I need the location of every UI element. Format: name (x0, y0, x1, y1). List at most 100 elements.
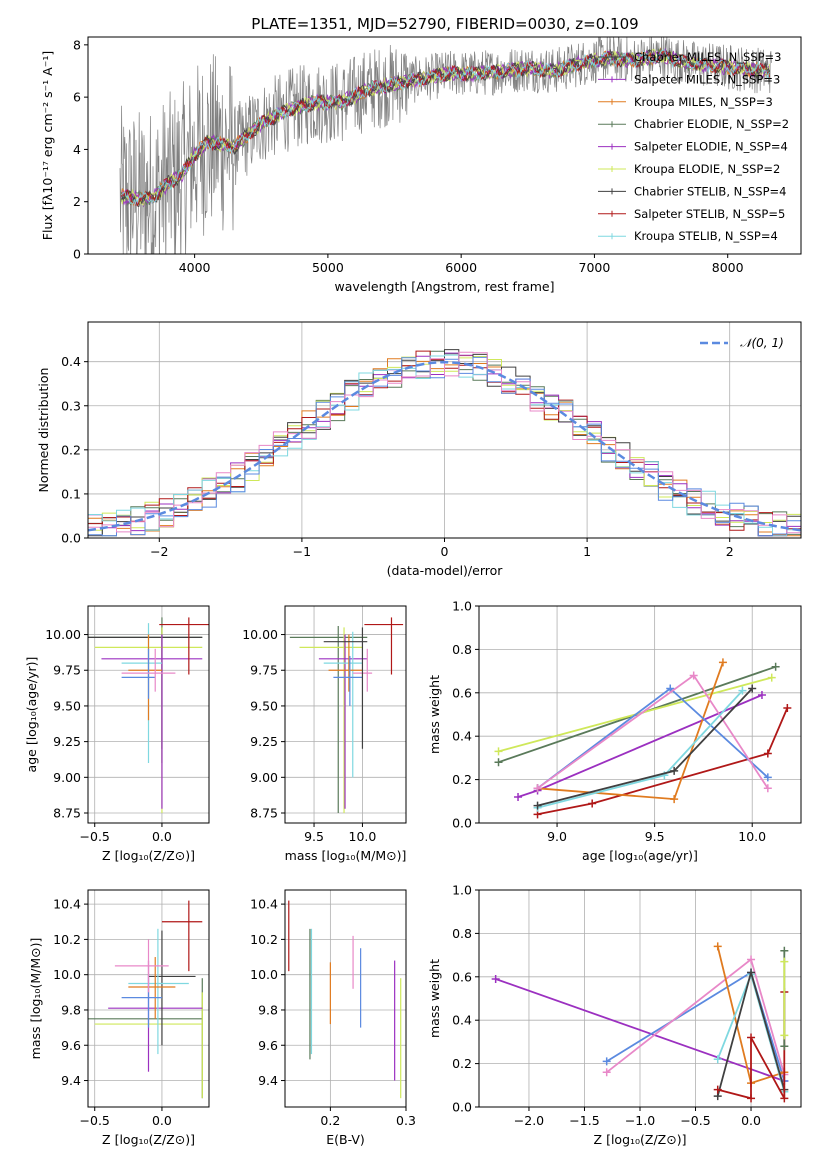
weight-marker (602, 1068, 611, 1077)
spectrum-panel: Chabrier MILES, N_SSP=3 Salpeter MILES, N… (40, 36, 802, 294)
weight-marker (602, 1057, 611, 1066)
x-tick-label: 10.0 (349, 829, 377, 844)
y-tick-label: 0.6 (452, 685, 472, 700)
weight-marker (771, 662, 780, 671)
age-vs-mass-panel: 9.5 10.0 8.75 9.00 9.25 9.50 9.75 10.00 mass [lo… (242, 605, 407, 863)
weight-marker (689, 671, 698, 680)
y-tick-label: 0.2 (61, 442, 81, 457)
weight-marker (670, 795, 679, 804)
y-tick-label: 0.2 (452, 772, 472, 787)
weight-line (495, 978, 785, 1082)
axes-frame (478, 605, 802, 824)
x-tick-label: 0.0 (152, 1113, 172, 1128)
legend-entry: Salpeter STELIB, N_SSP=5 (634, 207, 785, 221)
x-axis-label: Z [log₁₀(Z/Z⊙)] (102, 1132, 195, 1147)
y-axis-label: Normed distribution (36, 368, 51, 493)
weight-marker (780, 946, 789, 955)
plot-area (88, 617, 209, 814)
y-tick-label: 8.75 (250, 806, 278, 821)
x-tick-label: 9.0 (547, 829, 567, 844)
weight-line (536, 687, 769, 790)
x-tick-label: 2 (726, 544, 734, 559)
x-tick-label: −2 (150, 544, 168, 559)
x-tick-label: 9.5 (304, 829, 324, 844)
y-tick-label: 10.2 (53, 932, 81, 947)
x-tick-label: 0.3 (396, 1113, 416, 1128)
x-tick-label: 4000 (179, 260, 211, 275)
y-tick-label: 8 (73, 37, 81, 52)
weight-marker (780, 1094, 789, 1103)
mass-vs-extinction-panel: 0.2 0.3 9.4 9.6 9.8 10.0 10.2 10.4 E(B-V) (250, 889, 416, 1147)
y-tick-label: 0.1 (61, 486, 81, 501)
y-tick-label: 10.2 (250, 932, 278, 947)
x-axis-label: Z [log₁₀(Z/Z⊙)] (594, 1132, 687, 1147)
y-tick-label: 10.0 (53, 967, 81, 982)
x-tick-label: 10.0 (738, 829, 766, 844)
x-tick-label: −2.0 (514, 1113, 544, 1128)
residuals-panel: 𝒩(0, 1) −2 −1 0 1 2 0.0 0.1 0.2 0.3 0.4 (data-model… (36, 321, 802, 578)
weight-marker (713, 1085, 722, 1094)
weight-marker (783, 703, 792, 712)
weight-marker (666, 684, 675, 693)
x-axis-label: (data-model)/error (387, 563, 504, 578)
y-tick-label: 1.0 (452, 883, 472, 898)
weight-marker (494, 758, 503, 767)
y-tick-label: 0.8 (452, 642, 472, 657)
x-tick-label: 6000 (445, 260, 477, 275)
x-tick-label: 5000 (312, 260, 344, 275)
plot-area (491, 942, 789, 1103)
x-axis-label: E(B-V) (326, 1132, 365, 1147)
y-tick-label: 9.4 (61, 1073, 81, 1088)
y-tick-label: 9.6 (258, 1038, 278, 1053)
legend-entry: Salpeter ELODIE, N_SSP=4 (634, 140, 788, 154)
legend-entry: Kroupa ELODIE, N_SSP=2 (634, 162, 780, 176)
y-tick-label: 9.50 (53, 698, 81, 713)
plot-area (88, 900, 203, 1099)
y-tick-label: 10.4 (250, 897, 278, 912)
gaussian-curve (88, 360, 801, 532)
axes-frame (87, 36, 802, 255)
y-tick-label: 9.00 (53, 770, 81, 785)
y-tick-label: 9.75 (53, 663, 81, 678)
y-tick-label: 10.00 (242, 627, 278, 642)
y-tick-label: 9.75 (250, 663, 278, 678)
weight-marker (747, 955, 756, 964)
y-tick-label: 1.0 (452, 599, 472, 614)
weight-marker (533, 801, 542, 810)
x-tick-label: 0.0 (152, 829, 172, 844)
y-tick-label: 6 (73, 90, 81, 105)
model-spectrum (120, 50, 771, 207)
y-tick-label: 0.8 (452, 926, 472, 941)
x-tick-label: −0.5 (680, 1113, 710, 1128)
y-tick-label: 0.0 (452, 816, 472, 831)
y-tick-label: 9.50 (250, 698, 278, 713)
weight-vs-age-panel: 9.0 9.5 10.0 0.0 0.2 0.4 0.6 0.8 1.0 age [log₁₀(a… (427, 599, 802, 863)
y-axis-label: mass [log₁₀(M/M⊙)] (28, 938, 43, 1060)
legend: 𝒩(0, 1) (700, 336, 784, 350)
x-tick-label: 0.2 (320, 1113, 340, 1128)
legend-entry: Kroupa MILES, N_SSP=3 (634, 95, 773, 109)
mass-vs-metallicity-panel: −0.5 0.0 9.4 9.6 9.8 10.0 10.2 10.4 Z [log₁₀(Z/Z… (28, 889, 210, 1147)
age-vs-metallicity-panel: −0.5 0.0 8.75 9.00 9.25 9.50 9.75 10.00 Z [log₁₀… (24, 605, 210, 863)
x-tick-label: −1.0 (625, 1113, 655, 1128)
legend-entry: Chabrier STELIB, N_SSP=4 (634, 184, 786, 198)
y-axis-label: age [log₁₀(age/yr)] (24, 657, 39, 773)
weight-marker (491, 974, 500, 983)
y-tick-label: 9.25 (250, 734, 278, 749)
axes-frame (284, 889, 407, 1108)
weight-marker (757, 690, 766, 699)
plot-area (119, 37, 772, 254)
residual-histogram (88, 354, 801, 537)
y-tick-label: 0.4 (61, 354, 81, 369)
y-tick-label: 0.0 (452, 1100, 472, 1115)
weight-marker (747, 1094, 756, 1103)
x-axis-label: age [log₁₀(age/yr)] (582, 848, 698, 863)
x-tick-label: 7000 (579, 260, 611, 275)
legend-entry: Chabrier MILES, N_SSP=3 (634, 50, 781, 64)
weight-marker (780, 1042, 789, 1051)
weight-marker (747, 968, 756, 977)
y-tick-label: 2 (73, 194, 81, 209)
x-axis-label: Z [log₁₀(Z/Z⊙)] (102, 848, 195, 863)
x-tick-label: 0.0 (741, 1113, 761, 1128)
weight-marker (670, 766, 679, 775)
